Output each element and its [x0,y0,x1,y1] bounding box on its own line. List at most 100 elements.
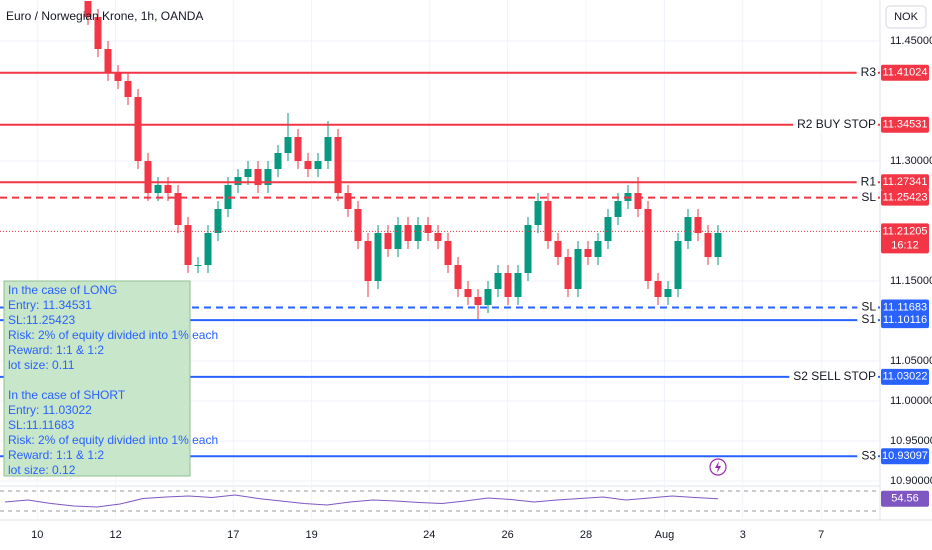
price-tag [881,368,929,385]
x-tick-label: 28 [580,529,592,541]
note-line: Risk: 2% of equity divided into 1% each [8,433,218,447]
note-line: lot size: 0.12 [8,463,76,477]
candle-body [174,193,182,225]
candle-body [274,153,282,169]
level-label: S3 [861,448,876,462]
price-tag [881,189,929,206]
candle-body [594,241,602,257]
note-line: Reward: 1:1 & 1:2 [8,343,104,357]
level-label: R3 [861,65,877,79]
candle-body [554,241,562,257]
candle-body [524,225,532,273]
candle-body [124,81,132,97]
candle-body [404,225,412,241]
candle-body [534,201,542,225]
candle-body [464,289,472,297]
time-axis: 10 12 17 19 24 26 28 Aug 3 7 [31,529,824,541]
candle-body [604,217,612,241]
candle-body [214,209,222,233]
candle-body [304,161,312,169]
price-tag [881,448,929,465]
candle-body [644,209,652,281]
y-tick-label: 10.90000 [890,475,932,487]
y-tick-label: 11.45000 [890,35,932,47]
level-label: R1 [861,174,877,188]
note-line: lot size: 0.11 [8,358,75,372]
y-tick-label: 10.95000 [890,435,932,447]
candle-body [164,185,172,193]
rsi-tag-label: 54.56 [891,493,919,505]
candle-body [184,225,192,265]
candle-body [294,137,302,161]
candle-body [514,273,522,297]
price-tag [881,64,929,81]
x-tick-label: Aug [655,529,675,541]
price-axis: 11.45000 11.30000 11.15000 11.05000 11.00000… [890,35,932,487]
candle-body [544,201,552,241]
candle-body [504,273,512,297]
x-tick-label: 17 [227,529,239,541]
level-label: R2 BUY STOP [797,117,876,131]
x-tick-label: 24 [423,529,435,541]
candle-body [704,233,712,257]
note-line: Risk: 2% of equity divided into 1% each [8,328,218,342]
level-label: S2 SELL STOP [793,369,876,383]
price-tag [881,299,929,316]
level-label: S1 [861,312,876,326]
level-label: SL [861,300,876,314]
candle-body [694,217,702,233]
x-tick-label: 10 [31,529,43,541]
levels: R3 11.41024 R2 BUY STOP 11.34531 R1 11.27341 S… [0,64,929,465]
rsi-pane: 54.56 [0,490,929,512]
level-label-bg [789,368,878,385]
currency-button[interactable] [885,5,927,29]
candle-body [264,169,272,185]
y-tick-label: 11.30000 [890,155,932,167]
last-price-tag [881,223,929,254]
candle-body [334,137,342,193]
candle-body [654,281,662,297]
level-label-bg [857,299,878,316]
candle-body [424,225,432,233]
note-line: In the case of LONG [8,283,117,297]
y-tick-label: 11.05000 [890,355,932,367]
candle-body [354,209,362,241]
candle-body [634,193,642,209]
candle-body [364,241,372,281]
candle-body [714,233,722,257]
alert-icon[interactable] [709,458,727,476]
candle-body [574,249,582,289]
price-tag-label: 11.41024 [882,67,927,79]
candle-body [484,289,492,305]
candle-body [114,73,122,81]
candle-body [194,265,202,266]
price-tag-label: 10.93097 [882,450,928,462]
candle-body [244,169,252,177]
price-tag-label: 11.34531 [882,119,927,131]
y-tick-label: 11.00000 [890,395,932,407]
price-tag-label: 11.11683 [883,301,927,313]
candle-body [584,249,592,257]
price-tag [881,116,929,133]
candle-body [134,97,142,161]
note-line: Entry: 11.03022 [8,403,92,417]
alert-bolt[interactable] [715,461,721,473]
level-label-bg [857,448,878,465]
currency-label[interactable]: NOK [894,11,919,23]
candle-body [104,49,112,73]
candle-body [204,233,212,265]
x-tick-label: 12 [110,529,122,541]
note-line: SL:11.25423 [8,313,75,327]
candles [84,1,722,321]
level-label-bg [857,312,878,329]
candle-body [314,161,322,169]
level-label-bg [857,189,878,206]
candle-body [344,193,352,209]
price-tag-label: 11.25423 [882,192,927,204]
note-line: SL:11.11683 [8,418,75,432]
price-tag-label: 11.27341 [882,176,927,188]
candle-body [684,217,692,241]
candle-body [674,241,682,289]
